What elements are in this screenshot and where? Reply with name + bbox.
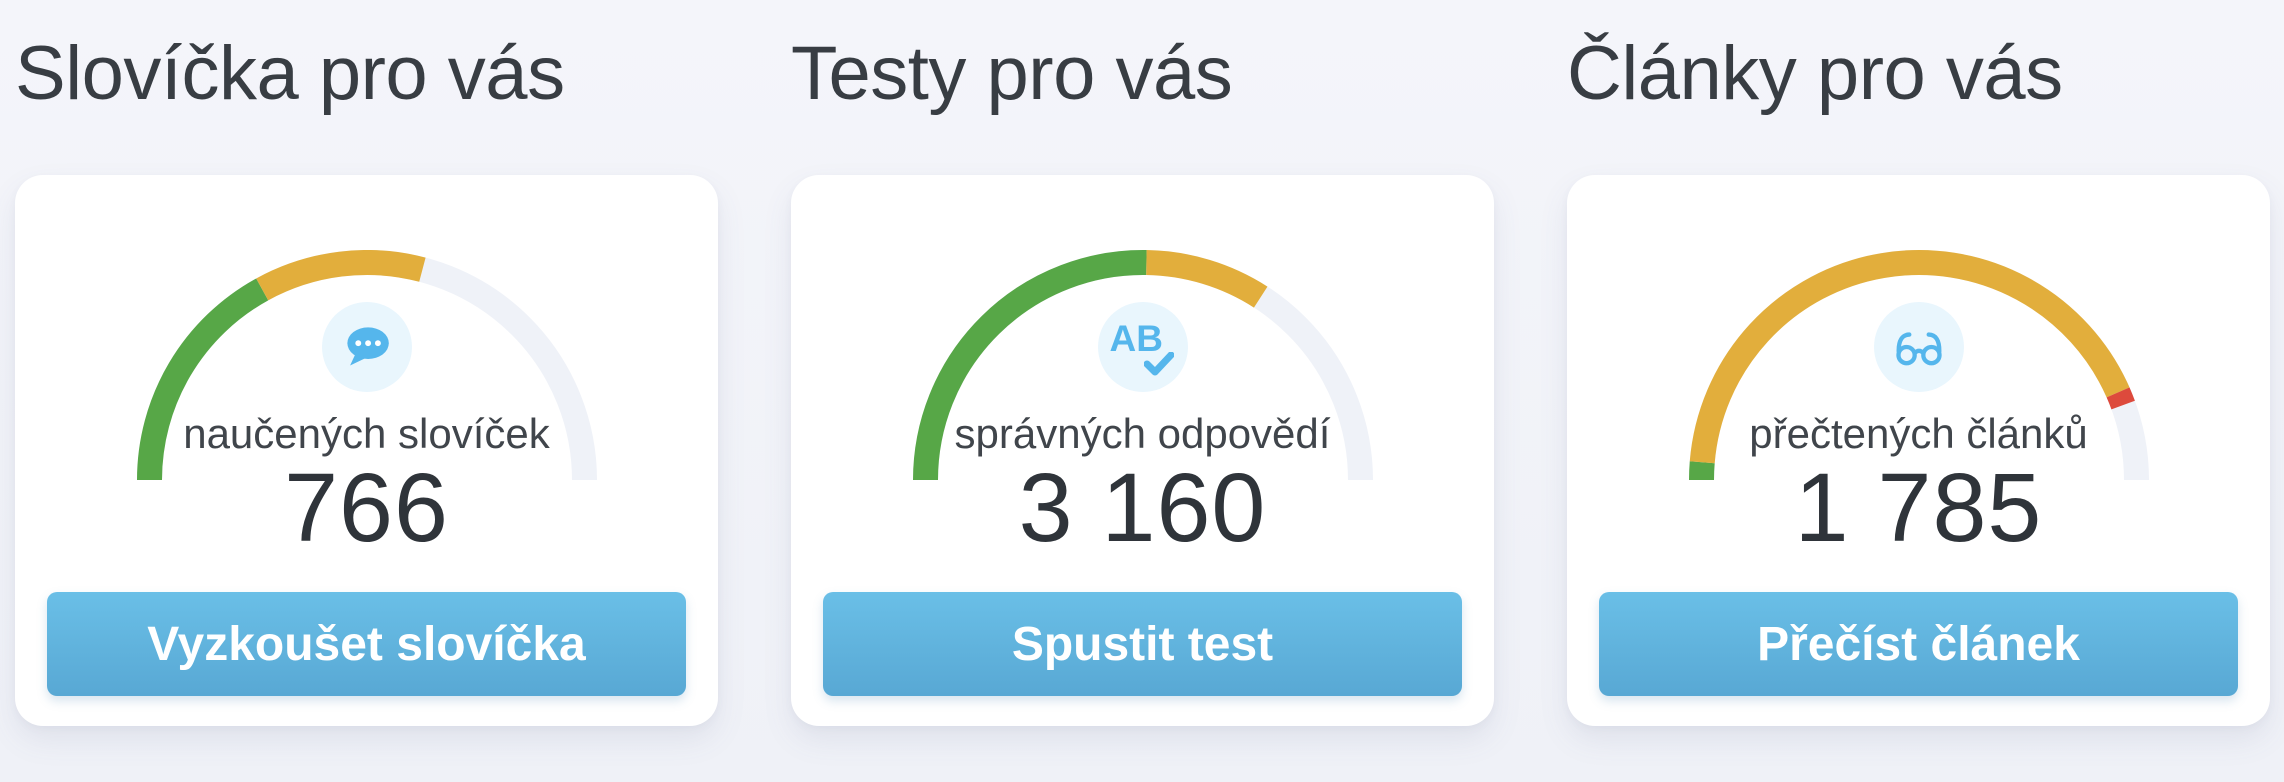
- panel-vocabulary: Slovíčka pro vás naučených slovíček 766 …: [15, 0, 718, 726]
- metric-label: přečtených článků: [1749, 410, 2088, 457]
- panel-articles: Články pro vás přečtených článků 1 785 P…: [1567, 0, 2270, 726]
- panel-tests: Testy pro vás AB správných odpovědí 3 16…: [791, 0, 1494, 726]
- vocabulary-card: naučených slovíček 766 Vyzkoušet slovíčk…: [15, 175, 718, 726]
- tests-gauge: [912, 250, 1373, 481]
- metric-value: 1 785: [1794, 453, 2043, 562]
- glasses-icon: [1873, 302, 1964, 392]
- start-test-button[interactable]: Spustit test: [823, 592, 1462, 696]
- vocabulary-gauge: [136, 250, 597, 481]
- check-icon: [1143, 352, 1174, 376]
- panel-title-vocabulary: Slovíčka pro vás: [15, 31, 565, 116]
- articles-card: přečtených článků 1 785 Přečíst článek: [1567, 175, 2270, 726]
- dashboard-panels: Slovíčka pro vás naučených slovíček 766 …: [15, 0, 2270, 726]
- ab-test-icon: AB: [1097, 302, 1188, 392]
- metric-value: 3 160: [1018, 453, 1267, 562]
- articles-gauge: [1688, 250, 2149, 481]
- panel-title-articles: Články pro vás: [1567, 31, 2063, 116]
- panel-title-tests: Testy pro vás: [791, 31, 1233, 116]
- metric-value: 766: [284, 453, 449, 562]
- chat-bubble-icon: [321, 302, 412, 392]
- metric-label: správných odpovědí: [954, 410, 1331, 457]
- metric-label: naučených slovíček: [183, 410, 550, 457]
- read-article-button[interactable]: Přečíst článek: [1599, 592, 2238, 696]
- ab-icon-text: AB: [1109, 318, 1163, 359]
- try-vocabulary-button[interactable]: Vyzkoušet slovíčka: [47, 592, 686, 696]
- tests-card: AB správných odpovědí 3 160 Spustit test: [791, 175, 1494, 726]
